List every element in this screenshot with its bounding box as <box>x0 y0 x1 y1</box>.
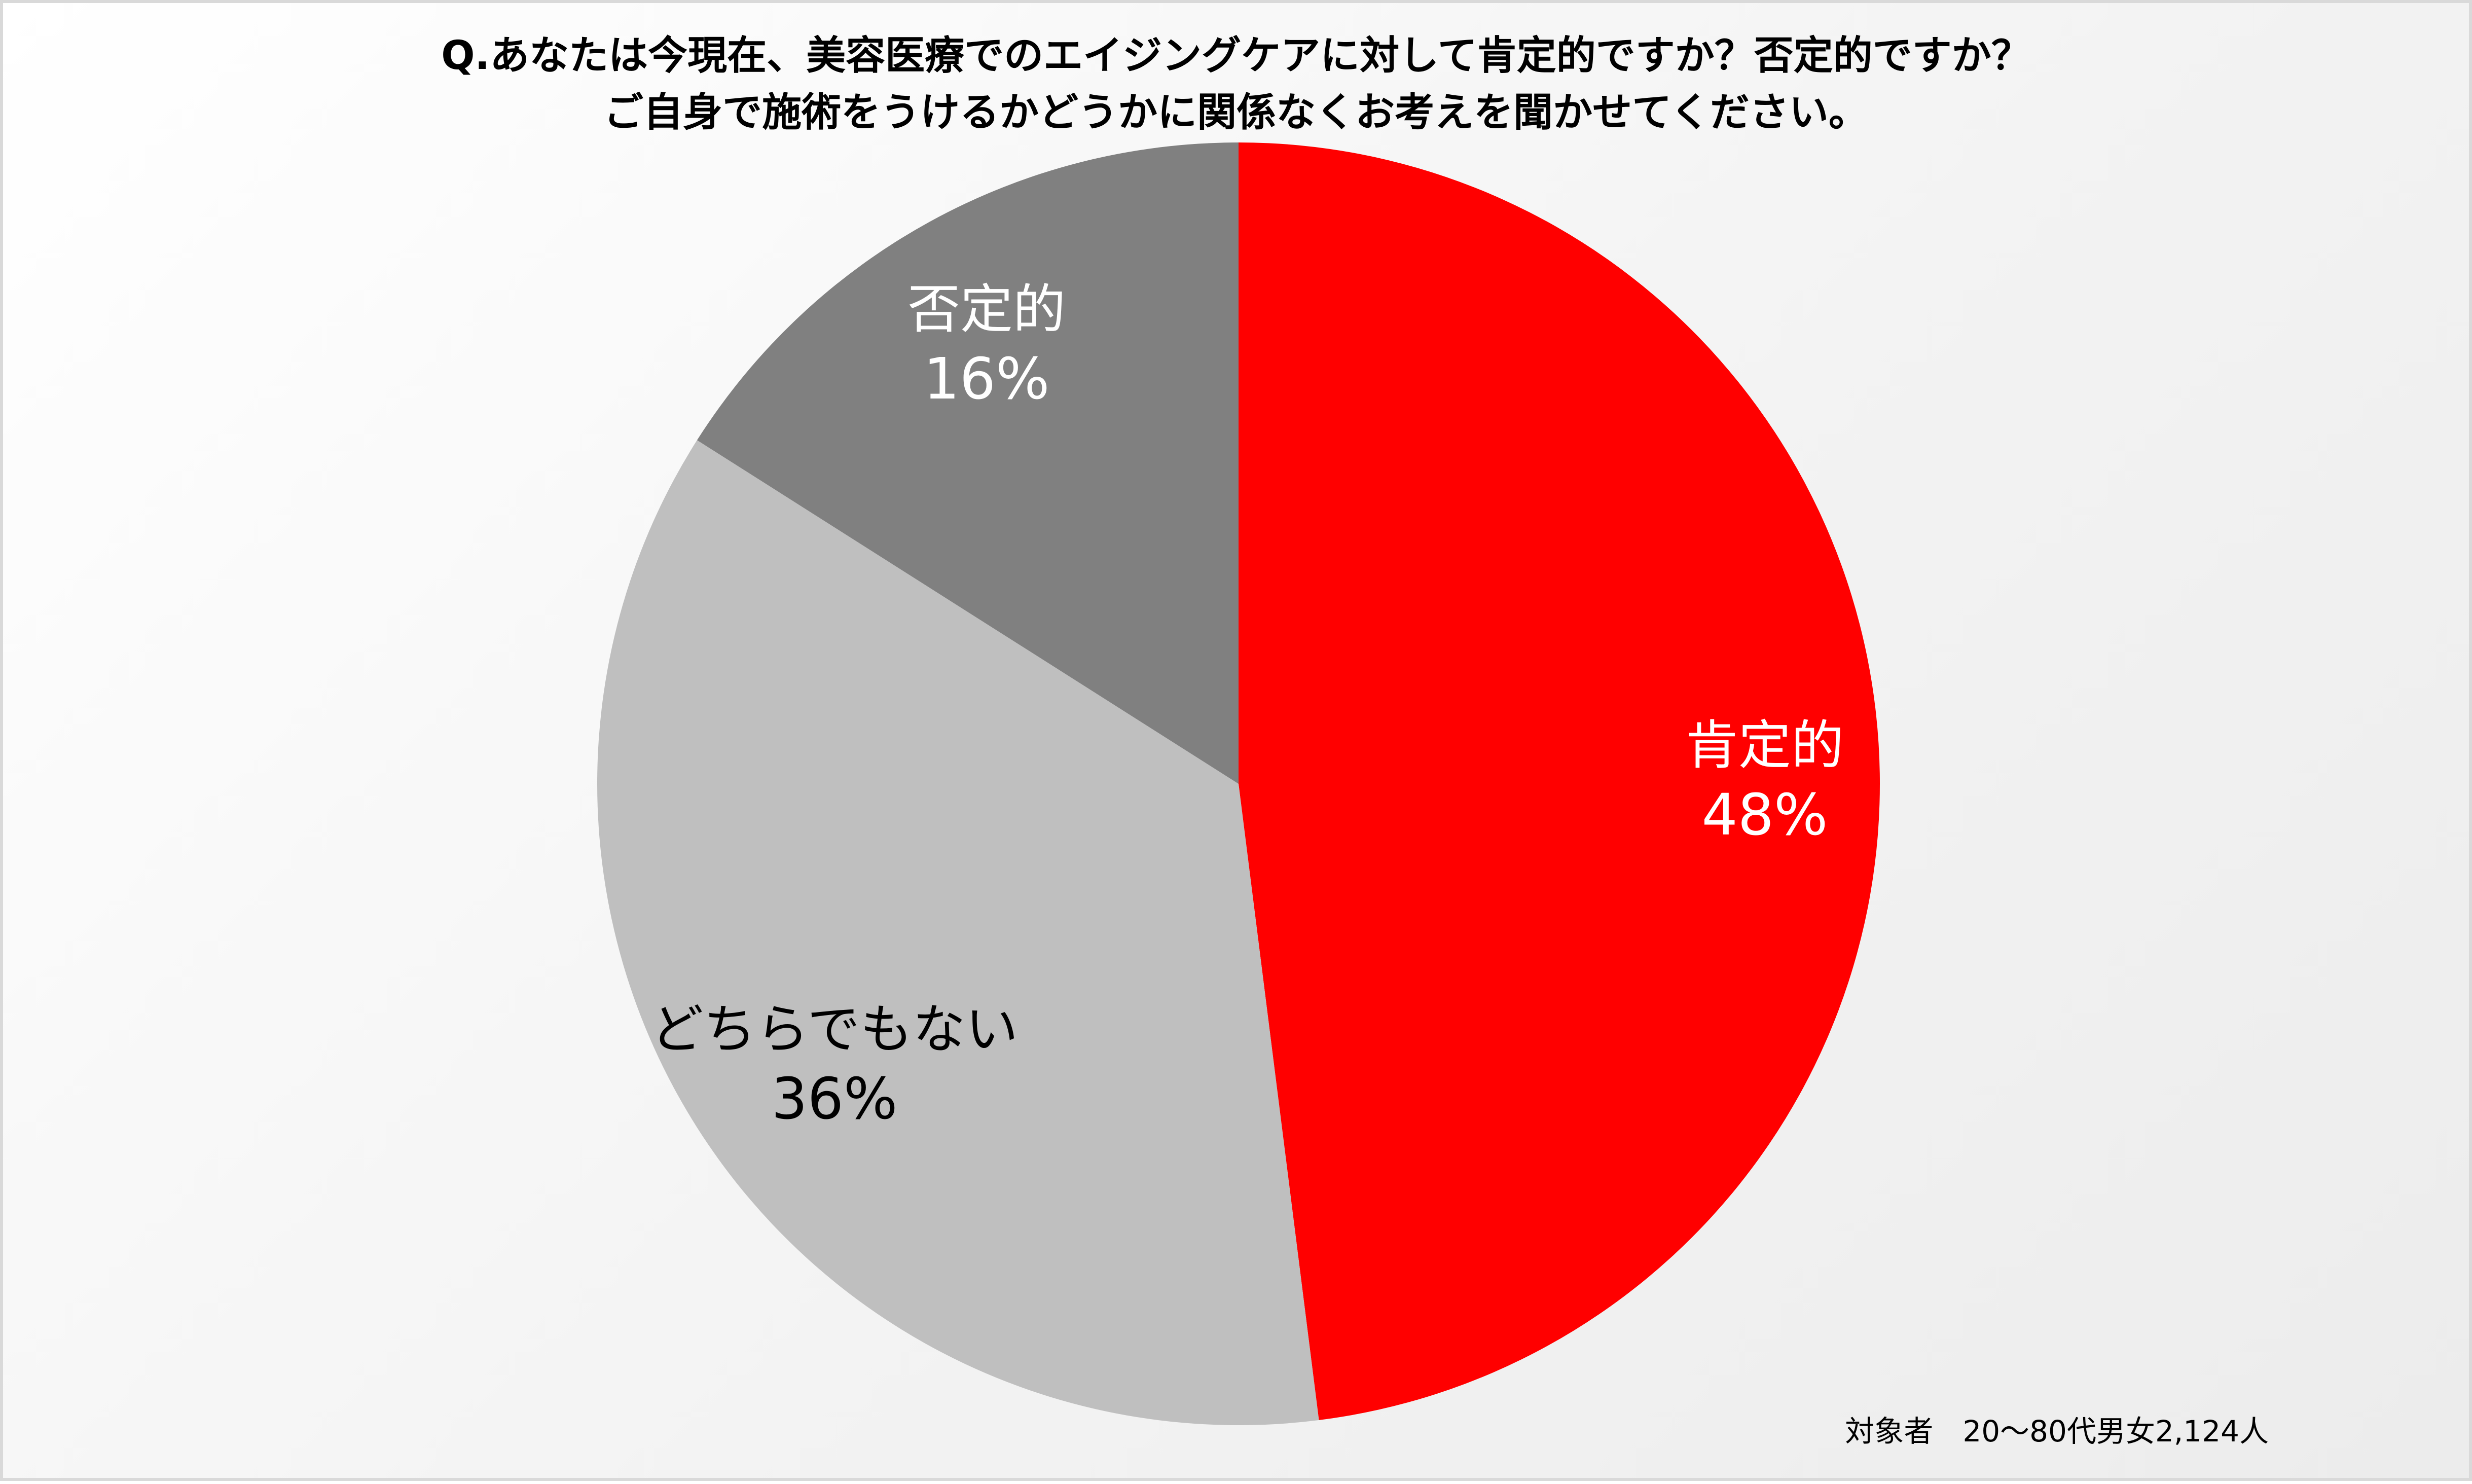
slice-category-label: 否定的 <box>907 278 1066 340</box>
chart-title-line-1: Q.あなたは今現在、美容医療でのエイジングケアに対して肯定的ですか？否定的ですか… <box>441 33 2031 79</box>
slice-value-label: 16% <box>924 346 1050 412</box>
pie-slice <box>1239 142 1880 1421</box>
pie-slice <box>697 142 1239 784</box>
slice-category-label: どちらでもない <box>651 998 1019 1060</box>
slice-value-label: 36% <box>772 1066 898 1132</box>
slice-value-label: 48% <box>1702 782 1828 848</box>
respondents-footnote: 対象者 20～80代男女2,124人 <box>1845 1414 2269 1449</box>
pie-slice <box>597 440 1319 1425</box>
chart-title: Q.あなたは今現在、美容医療でのエイジングケアに対して肯定的ですか？否定的ですか… <box>3 27 2469 141</box>
chart-title-line-2: ご自身で施術をうけるかどうかに関係なくお考えを聞かせてください。 <box>604 90 1868 135</box>
slice-category-label: 肯定的 <box>1686 714 1844 776</box>
